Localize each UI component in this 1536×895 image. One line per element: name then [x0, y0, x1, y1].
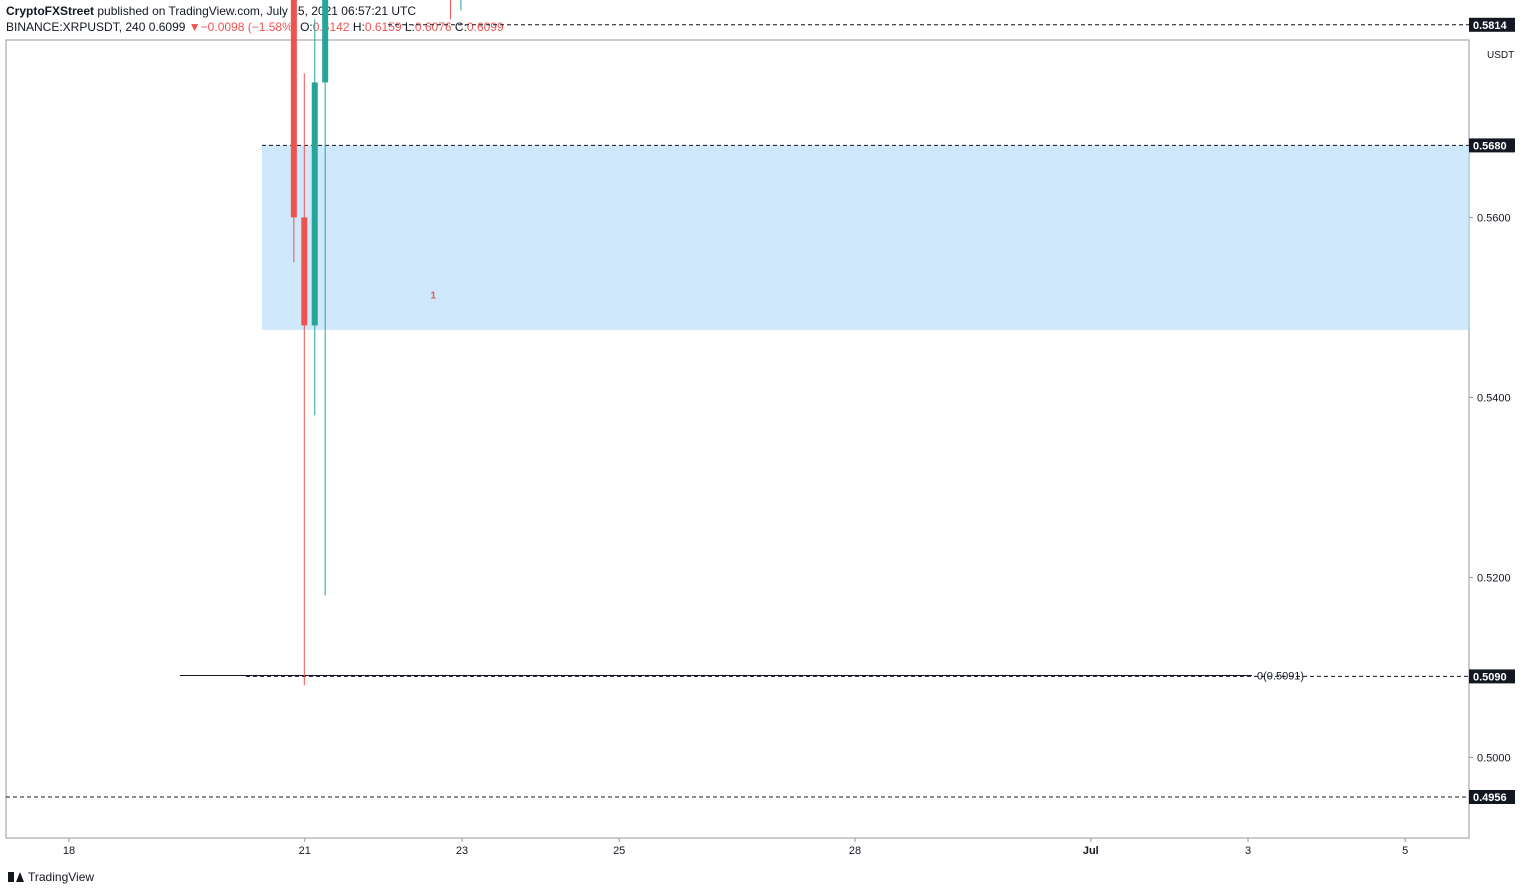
- price-axis: 0.5600 0.5400 0.5200 0.5000 USDT: [1469, 50, 1514, 764]
- price-levels: 0.5814 0.5680 0.5090 0.4956: [6, 17, 1515, 804]
- open-value: 0.6142: [312, 20, 350, 34]
- level-tag: 0.5814: [1469, 17, 1515, 32]
- level-tag: 0.4956: [1469, 790, 1515, 804]
- chart-header: CryptoFXStreet published on TradingView.…: [6, 3, 504, 35]
- time-tick-label: 21: [299, 845, 311, 857]
- close-label: C:: [454, 20, 467, 34]
- signal-marker: 1: [431, 290, 437, 301]
- footer-brand[interactable]: TradingView: [28, 870, 95, 884]
- level-tag: 0.5090: [1469, 669, 1515, 684]
- low-label: L:: [404, 20, 415, 34]
- price-tick-label: 0.5600: [1477, 212, 1511, 224]
- high-label: H:: [352, 20, 365, 34]
- level-tag-text: 0.4956: [1473, 792, 1507, 804]
- level-tag-text: 0.5680: [1473, 140, 1507, 152]
- time-tick-label: 18: [63, 845, 75, 857]
- currency-label: USDT: [1487, 50, 1514, 61]
- candles: [290, 0, 462, 686]
- price-change: −0.0098 (−1.58%): [200, 20, 297, 34]
- candle-body: [301, 217, 308, 326]
- time-axis: 1821232528Jul3579121416192123: [63, 838, 1408, 857]
- candle: [460, 0, 462, 11]
- candle-body: [322, 0, 329, 83]
- level-tag-bg: [1469, 790, 1515, 804]
- candle-body: [290, 0, 297, 218]
- level-tag-bg: [1469, 138, 1515, 153]
- publish-line: CryptoFXStreet published on TradingView.…: [6, 3, 504, 19]
- publish-info: published on TradingView.com, July 15, 2…: [97, 4, 417, 18]
- level-tag-bg: [1469, 669, 1515, 684]
- price-chart[interactable]: 1(0.7850)0.79(0.7271)0.705(0.7036)0.62(0…: [0, 0, 1536, 870]
- candle: [311, 19, 318, 416]
- fib-levels: 1(0.7850)0.79(0.7271)0.705(0.7036)0.62(0…: [180, 671, 1304, 683]
- down-arrow-icon: ▼: [188, 20, 201, 34]
- time-tick-label: Jul: [1083, 845, 1099, 857]
- tradingview-logo-icon: [8, 872, 24, 882]
- level-tag-text: 0.5090: [1473, 671, 1507, 683]
- price-tick-label: 0.5000: [1477, 752, 1511, 764]
- low-value: 0.6076: [414, 20, 452, 34]
- time-tick-label: 28: [849, 845, 861, 857]
- close-value: 0.6099: [466, 20, 504, 34]
- time-tick-label: 25: [613, 845, 625, 857]
- symbol-name[interactable]: BINANCE:XRPUSDT, 240: [6, 20, 146, 34]
- candle: [290, 0, 297, 263]
- time-tick-label: 23: [456, 845, 468, 857]
- candle: [449, 0, 451, 20]
- price-tick-label: 0.5200: [1477, 572, 1511, 584]
- support-zone: [262, 145, 1469, 330]
- high-value: 0.6159: [364, 20, 402, 34]
- candle-body: [311, 82, 318, 326]
- level-tag: 0.5680: [1469, 138, 1515, 153]
- footer: TradingView: [8, 870, 94, 884]
- level-tag-bg: [1469, 17, 1515, 32]
- last-price: 0.6099: [148, 20, 186, 34]
- price-tick-label: 0.5400: [1477, 392, 1511, 404]
- time-tick-label: 5: [1402, 845, 1408, 857]
- time-tick-label: 3: [1245, 845, 1251, 857]
- open-label: O:: [300, 20, 313, 34]
- symbol-line: BINANCE:XRPUSDT, 240 0.6099 ▼−0.0098 (−1…: [6, 19, 504, 35]
- candle: [322, 0, 329, 596]
- fib-label: 0(0.5091): [1257, 671, 1304, 683]
- level-tag-text: 0.5814: [1473, 20, 1508, 32]
- publisher-name[interactable]: CryptoFXStreet: [6, 4, 95, 18]
- candle: [301, 73, 308, 686]
